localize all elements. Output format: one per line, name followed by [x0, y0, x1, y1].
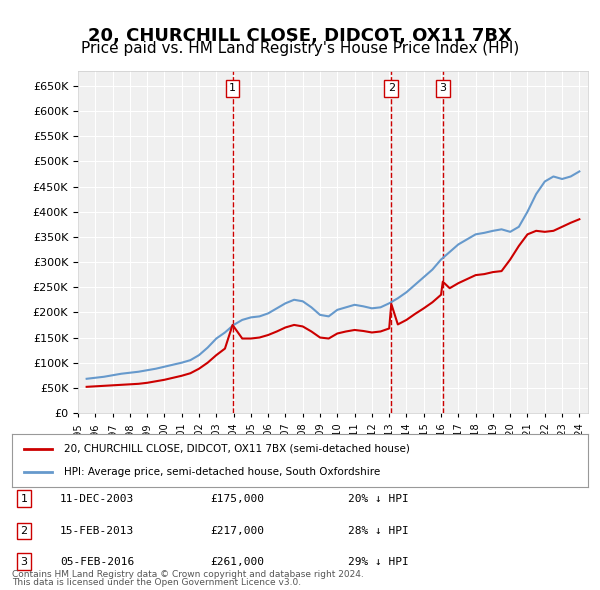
Text: 2: 2 — [388, 83, 395, 93]
Text: 20% ↓ HPI: 20% ↓ HPI — [348, 494, 409, 503]
Text: 1: 1 — [229, 83, 236, 93]
Text: 2: 2 — [20, 526, 28, 536]
Text: 3: 3 — [439, 83, 446, 93]
Text: 20, CHURCHILL CLOSE, DIDCOT, OX11 7BX: 20, CHURCHILL CLOSE, DIDCOT, OX11 7BX — [88, 27, 512, 45]
Text: 1: 1 — [20, 494, 28, 503]
Text: 20, CHURCHILL CLOSE, DIDCOT, OX11 7BX (semi-detached house): 20, CHURCHILL CLOSE, DIDCOT, OX11 7BX (s… — [64, 444, 410, 454]
Text: Contains HM Land Registry data © Crown copyright and database right 2024.: Contains HM Land Registry data © Crown c… — [12, 571, 364, 579]
Text: £217,000: £217,000 — [210, 526, 264, 536]
Text: 28% ↓ HPI: 28% ↓ HPI — [348, 526, 409, 536]
Text: Price paid vs. HM Land Registry's House Price Index (HPI): Price paid vs. HM Land Registry's House … — [81, 41, 519, 56]
Text: 29% ↓ HPI: 29% ↓ HPI — [348, 557, 409, 566]
Text: £261,000: £261,000 — [210, 557, 264, 566]
Text: 3: 3 — [20, 557, 28, 566]
Text: £175,000: £175,000 — [210, 494, 264, 503]
Text: 05-FEB-2016: 05-FEB-2016 — [60, 557, 134, 566]
Text: 11-DEC-2003: 11-DEC-2003 — [60, 494, 134, 503]
Text: HPI: Average price, semi-detached house, South Oxfordshire: HPI: Average price, semi-detached house,… — [64, 467, 380, 477]
Text: 15-FEB-2013: 15-FEB-2013 — [60, 526, 134, 536]
Text: This data is licensed under the Open Government Licence v3.0.: This data is licensed under the Open Gov… — [12, 578, 301, 587]
